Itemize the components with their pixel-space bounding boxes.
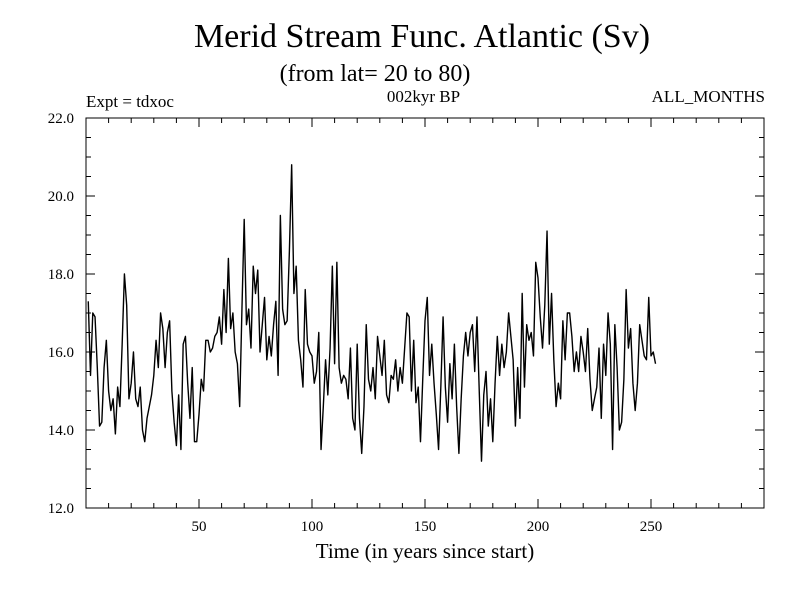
- y-tick-label: 22.0: [48, 111, 74, 127]
- series-group: [87, 164, 657, 462]
- y-tick-label: 18.0: [48, 267, 74, 283]
- x-axis-label: Time (in years since start): [315, 539, 535, 563]
- chart-subtitle: (from lat= 20 to 80): [279, 61, 471, 87]
- y-tick-label: 12.0: [48, 501, 74, 517]
- axes: 12.0 14.0 16.0 18.0 20.0 22.0 50 100 150 200 250: [48, 111, 765, 535]
- experiment-label: Expt = tdxoc: [86, 92, 174, 111]
- y-tick-label: 14.0: [48, 423, 74, 439]
- y-tick-label: 16.0: [48, 345, 74, 361]
- x-tick-label: 250: [640, 519, 663, 535]
- x-tick-label: 150: [414, 519, 437, 535]
- plot-frame: [85, 117, 765, 509]
- months-label: ALL_MONTHS: [651, 87, 765, 106]
- y-tick-label: 20.0: [48, 189, 74, 205]
- period-label: 002kyr BP: [386, 87, 461, 106]
- x-tick-label: 50: [192, 519, 207, 535]
- x-tick-label: 100: [301, 519, 324, 535]
- series-line: [87, 164, 657, 462]
- x-tick-label: 200: [527, 519, 550, 535]
- chart-title: Merid Stream Func. Atlantic (Sv): [193, 18, 651, 55]
